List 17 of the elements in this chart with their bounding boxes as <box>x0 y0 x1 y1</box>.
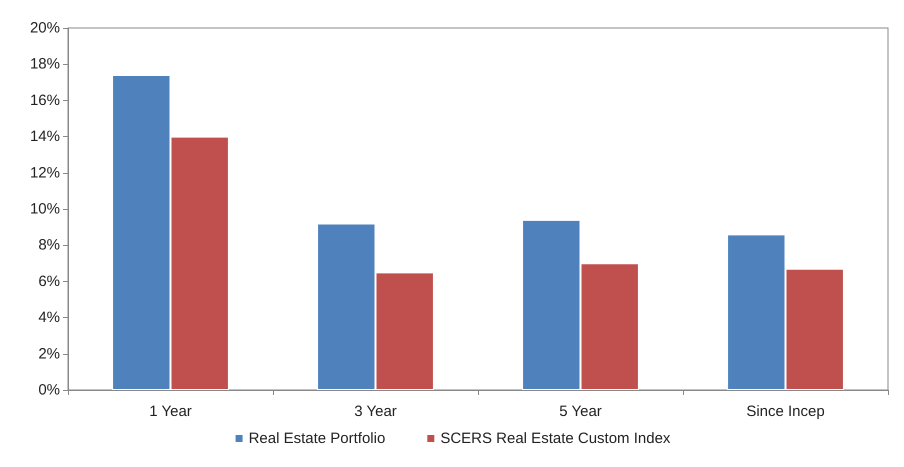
y-tick-label: 10% <box>30 200 60 218</box>
x-tick-label: Since Incep <box>746 403 825 420</box>
x-tick-label: 5 Year <box>559 403 602 420</box>
x-tick-label: 3 Year <box>354 403 397 420</box>
y-tick-label: 14% <box>30 128 60 146</box>
legend-label: Real Estate Portfolio <box>248 430 386 447</box>
legend-label: SCERS Real Estate Custom Index <box>440 430 671 447</box>
y-tick-label: 16% <box>30 92 60 109</box>
y-tick-label: 12% <box>30 164 60 182</box>
y-tick-label: 6% <box>38 272 60 290</box>
y-tick-label: 20% <box>30 20 60 36</box>
y-tick-label: 18% <box>30 56 60 73</box>
y-tick-label: 0% <box>38 382 60 398</box>
y-tick-label: 4% <box>38 309 60 326</box>
x-tick-label: 1 Year <box>149 403 192 420</box>
y-tick-label: 2% <box>38 345 60 362</box>
y-tick-label: 8% <box>38 236 60 254</box>
